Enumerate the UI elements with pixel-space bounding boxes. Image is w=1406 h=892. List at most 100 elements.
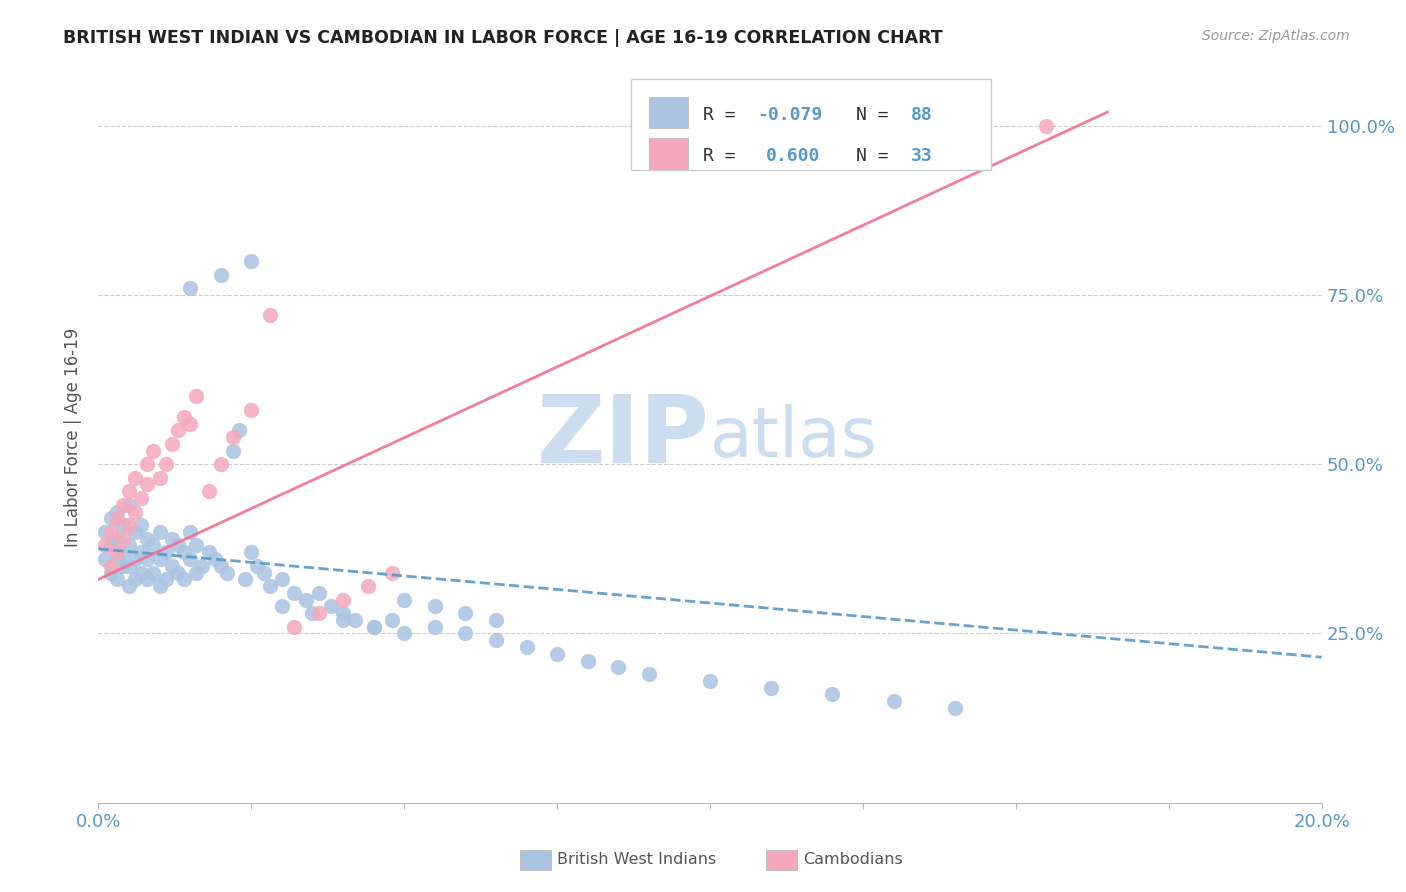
Point bbox=[637, 667, 661, 681]
Point bbox=[423, 599, 446, 614]
Point bbox=[295, 592, 318, 607]
Text: BRITISH WEST INDIAN VS CAMBODIAN IN LABOR FORCE | AGE 16-19 CORRELATION CHART: BRITISH WEST INDIAN VS CAMBODIAN IN LABO… bbox=[63, 29, 943, 46]
Point bbox=[136, 572, 159, 586]
Point bbox=[301, 606, 323, 620]
Point bbox=[129, 545, 152, 559]
Text: R =: R = bbox=[703, 106, 747, 124]
Point bbox=[136, 552, 159, 566]
Point bbox=[332, 606, 354, 620]
Point bbox=[381, 566, 404, 580]
Point bbox=[149, 579, 172, 593]
Point bbox=[100, 566, 122, 580]
Point bbox=[136, 477, 159, 491]
Point bbox=[100, 524, 122, 539]
Text: atlas: atlas bbox=[710, 403, 877, 471]
Point bbox=[222, 443, 245, 458]
Point bbox=[149, 524, 172, 539]
Point bbox=[93, 552, 115, 566]
Point bbox=[105, 532, 128, 546]
Point bbox=[111, 558, 134, 573]
Point bbox=[118, 558, 141, 573]
Point bbox=[160, 532, 183, 546]
Point bbox=[142, 566, 165, 580]
FancyBboxPatch shape bbox=[630, 78, 991, 170]
Point bbox=[129, 566, 152, 580]
Point bbox=[209, 558, 232, 573]
Point bbox=[699, 673, 721, 688]
Point bbox=[259, 308, 281, 322]
Point bbox=[167, 423, 190, 437]
Point bbox=[136, 532, 159, 546]
Point bbox=[124, 505, 146, 519]
Text: 33: 33 bbox=[911, 147, 932, 165]
Point bbox=[155, 457, 177, 471]
Text: British West Indians: British West Indians bbox=[557, 853, 716, 867]
Point bbox=[392, 626, 416, 640]
Point bbox=[283, 586, 305, 600]
Point bbox=[259, 579, 281, 593]
Point bbox=[356, 579, 378, 593]
Point bbox=[124, 552, 146, 566]
Point bbox=[129, 491, 152, 505]
Point bbox=[191, 558, 214, 573]
Point bbox=[209, 457, 232, 471]
Point bbox=[252, 566, 274, 580]
Point bbox=[118, 579, 141, 593]
Point bbox=[142, 538, 165, 552]
Point bbox=[124, 471, 146, 485]
Point bbox=[93, 524, 115, 539]
Text: N =: N = bbox=[856, 106, 898, 124]
Point bbox=[93, 538, 115, 552]
Point bbox=[100, 538, 122, 552]
Text: Cambodians: Cambodians bbox=[803, 853, 903, 867]
Point bbox=[173, 572, 195, 586]
Point bbox=[173, 409, 195, 424]
Point bbox=[186, 538, 208, 552]
Point bbox=[155, 545, 177, 559]
Text: -0.079: -0.079 bbox=[758, 106, 823, 124]
Point bbox=[136, 457, 159, 471]
Point bbox=[105, 545, 128, 559]
Point bbox=[381, 613, 404, 627]
Point bbox=[179, 524, 201, 539]
Point bbox=[209, 268, 232, 282]
Point bbox=[105, 552, 128, 566]
Point bbox=[160, 437, 183, 451]
Point bbox=[240, 403, 263, 417]
Point bbox=[308, 586, 330, 600]
Point bbox=[1035, 119, 1057, 133]
Point bbox=[197, 545, 219, 559]
Text: R =: R = bbox=[703, 147, 756, 165]
Point bbox=[332, 613, 354, 627]
Text: Source: ZipAtlas.com: Source: ZipAtlas.com bbox=[1202, 29, 1350, 43]
Point bbox=[270, 572, 292, 586]
Y-axis label: In Labor Force | Age 16-19: In Labor Force | Age 16-19 bbox=[65, 327, 83, 547]
Point bbox=[100, 558, 122, 573]
Text: 0.600: 0.600 bbox=[766, 147, 821, 165]
Point bbox=[105, 511, 128, 525]
Point bbox=[111, 532, 134, 546]
Point bbox=[105, 505, 128, 519]
Point bbox=[423, 620, 446, 634]
Point bbox=[129, 518, 152, 533]
Point bbox=[124, 524, 146, 539]
Point bbox=[883, 694, 905, 708]
Text: N =: N = bbox=[856, 147, 898, 165]
Point bbox=[344, 613, 367, 627]
Point bbox=[308, 606, 330, 620]
Point bbox=[454, 606, 477, 620]
Point bbox=[118, 484, 141, 499]
Text: ZIP: ZIP bbox=[537, 391, 710, 483]
Point bbox=[111, 498, 134, 512]
Bar bbox=[648, 97, 688, 128]
Point bbox=[759, 681, 782, 695]
Point bbox=[111, 545, 134, 559]
Point bbox=[100, 511, 122, 525]
Point bbox=[821, 688, 844, 702]
Point bbox=[124, 572, 146, 586]
Point bbox=[142, 443, 165, 458]
Point bbox=[179, 552, 201, 566]
Point bbox=[228, 423, 250, 437]
Point bbox=[270, 599, 292, 614]
Point bbox=[186, 389, 208, 403]
